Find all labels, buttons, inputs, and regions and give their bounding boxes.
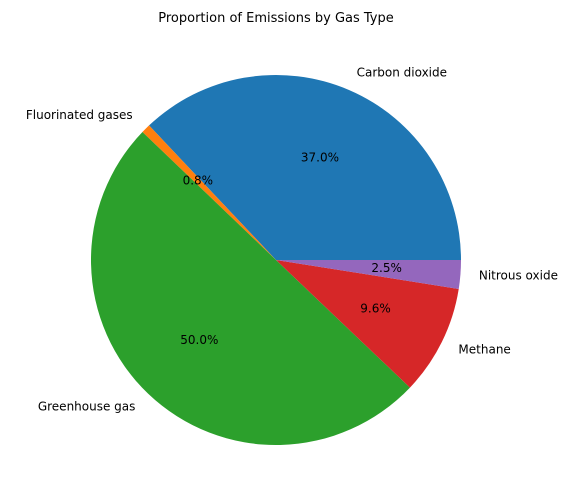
slice-nitrous-oxide (276, 260, 461, 289)
pct-label-carbon-dioxide: 37.0% (301, 151, 339, 165)
pct-label-greenhouse-gas: 50.0% (180, 333, 218, 347)
label-methane: Methane (458, 343, 510, 357)
label-greenhouse-gas: Greenhouse gas (38, 400, 136, 414)
slice-carbon-dioxide (149, 75, 462, 260)
chart-title: Proportion of Emissions by Gas Type (158, 11, 394, 26)
pct-label-nitrous-oxide: 2.5% (371, 261, 402, 275)
slice-fluorinated-gases (142, 125, 276, 260)
pct-label-methane: 9.6% (360, 302, 391, 316)
slice-methane (276, 260, 459, 388)
label-fluorinated-gases: Fluorinated gases (26, 108, 133, 122)
label-carbon-dioxide: Carbon dioxide (357, 66, 447, 80)
label-nitrous-oxide: Nitrous oxide (479, 268, 558, 282)
pie-slices (90, 75, 462, 446)
slice-greenhouse-gas (90, 131, 410, 446)
pie-labels: Carbon dioxide 37.0% Fluorinated gases 0.8%… (26, 66, 558, 414)
pct-label-fluorinated-gases: 0.8% (183, 174, 214, 188)
